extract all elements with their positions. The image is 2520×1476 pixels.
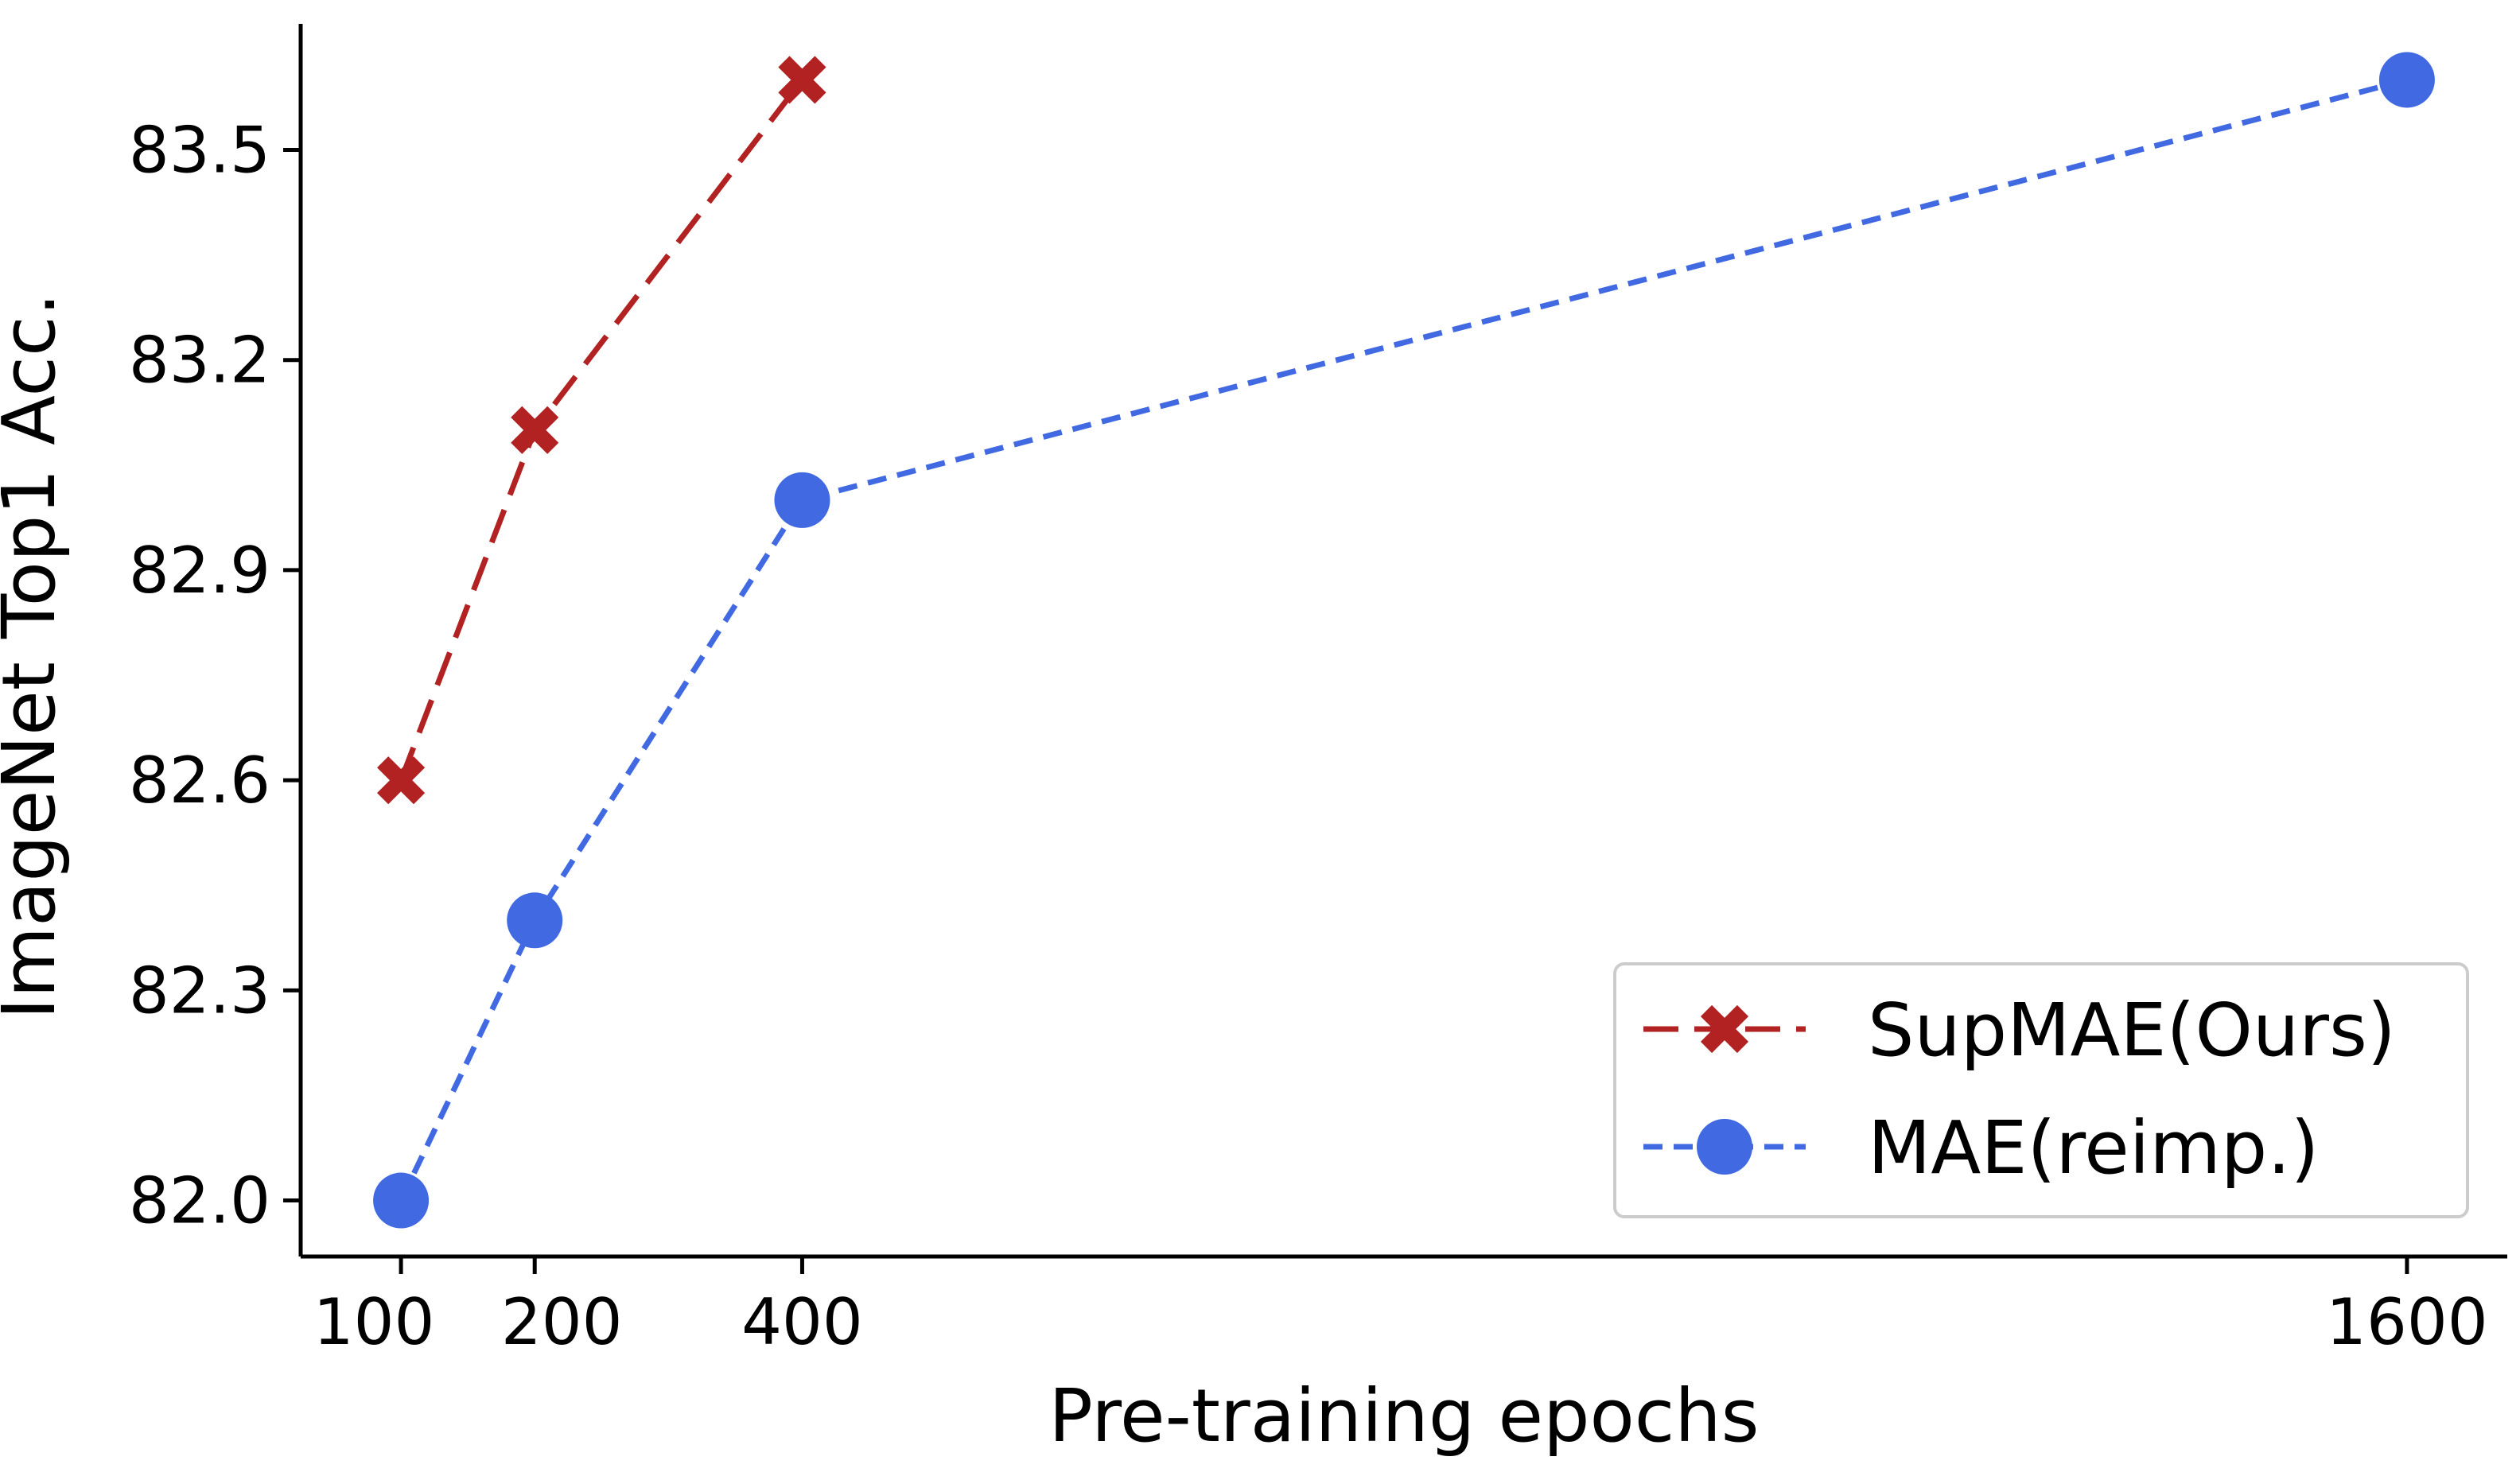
legend-items: SupMAE(Ours) MAE(reimp.) <box>1643 988 2396 1191</box>
y-axis-ticks: 82.0 82.3 82.6 82.9 83.2 83.5 <box>129 114 301 1238</box>
x-tick-label: 400 <box>741 1285 863 1359</box>
x-axis-ticks: 100 200 400 1600 <box>313 1257 2488 1359</box>
legend-item: SupMAE(Ours) <box>1643 988 2396 1073</box>
circle-marker <box>2378 52 2435 108</box>
legend-box <box>1613 962 2469 1218</box>
x-marker-stroke <box>377 756 426 805</box>
y-axis-title: ImageNet Top1 Acc. <box>0 293 72 1020</box>
y-tick-label: 82.3 <box>129 954 270 1027</box>
circle-marker <box>1697 1119 1752 1175</box>
series-supmae-ours <box>377 56 826 805</box>
series-line <box>398 77 2408 1202</box>
legend: SupMAE(Ours) MAE(reimp.) <box>1613 962 2469 1218</box>
circle-marker <box>774 472 830 528</box>
x-axis-title: Pre-training epochs <box>1048 1373 1759 1459</box>
x-marker <box>511 406 559 454</box>
x-marker-stroke <box>1700 1004 1749 1054</box>
legend-label: MAE(reimp.) <box>1868 1105 2319 1191</box>
axes: 100 200 400 1600 82.0 82.3 82.6 82.9 83.2 83.5 P… <box>0 24 2507 1459</box>
y-tick-label: 82.6 <box>129 744 270 818</box>
x-marker-stroke <box>511 406 559 454</box>
circle-marker <box>373 1172 430 1229</box>
plot-area <box>373 52 2435 1229</box>
y-tick-label: 82.0 <box>129 1164 270 1238</box>
x-marker-stroke <box>778 56 826 104</box>
x-marker <box>1700 1004 1749 1054</box>
series-mae-reimp <box>373 52 2435 1229</box>
y-tick-label: 82.9 <box>129 534 270 608</box>
y-tick-label: 83.5 <box>129 114 270 188</box>
legend-item: MAE(reimp.) <box>1643 1105 2319 1191</box>
circle-marker <box>507 892 563 949</box>
x-marker <box>778 56 826 104</box>
x-tick-label: 1600 <box>2326 1285 2488 1359</box>
y-tick-label: 83.2 <box>129 324 270 398</box>
legend-label: SupMAE(Ours) <box>1868 988 2396 1073</box>
x-tick-label: 100 <box>313 1285 435 1359</box>
x-tick-label: 200 <box>501 1285 623 1359</box>
x-marker <box>377 756 426 805</box>
series-line <box>398 78 805 782</box>
